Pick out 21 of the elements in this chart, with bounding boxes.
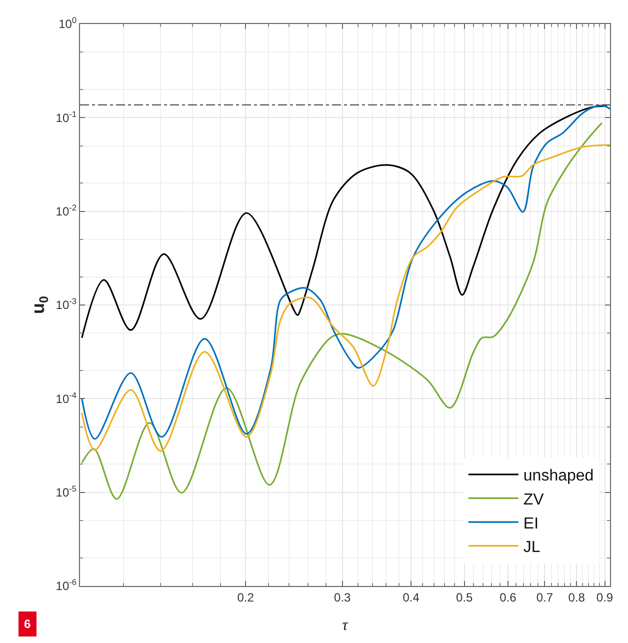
x-tick-label: 0.6 (500, 590, 517, 604)
x-tick-label: 0.4 (402, 590, 420, 604)
legend-label: JL (523, 539, 540, 556)
y-tick-label: 10$^{-5}$ (56, 483, 77, 500)
y-tick-label: 10$^{0}$ (58, 15, 77, 32)
legend-label: unshaped (523, 468, 594, 485)
y-tick-label: 10$^{-1}$ (56, 108, 77, 125)
x-tick-label: 0.5 (456, 590, 474, 604)
y-tick-label: 10$^{-3}$ (56, 296, 77, 312)
y-tick-label: 10$^{-6}$ (56, 577, 77, 594)
text: 6 (24, 617, 31, 631)
x-tick-label: 0.9 (596, 590, 614, 604)
legend-label: ZV (523, 491, 544, 508)
x-tick-label: 0.2 (237, 590, 254, 604)
x-tick-label: 0.8 (568, 590, 586, 604)
y-tick-label: 10$^{-2}$ (56, 202, 77, 219)
x-tick-label: 0.3 (334, 590, 352, 604)
x-axis-title: τ (342, 617, 350, 634)
x-tick-label: 0.7 (536, 590, 554, 604)
legend-label: EI (523, 515, 539, 532)
y-tick-label: 10$^{-4}$ (56, 390, 77, 406)
